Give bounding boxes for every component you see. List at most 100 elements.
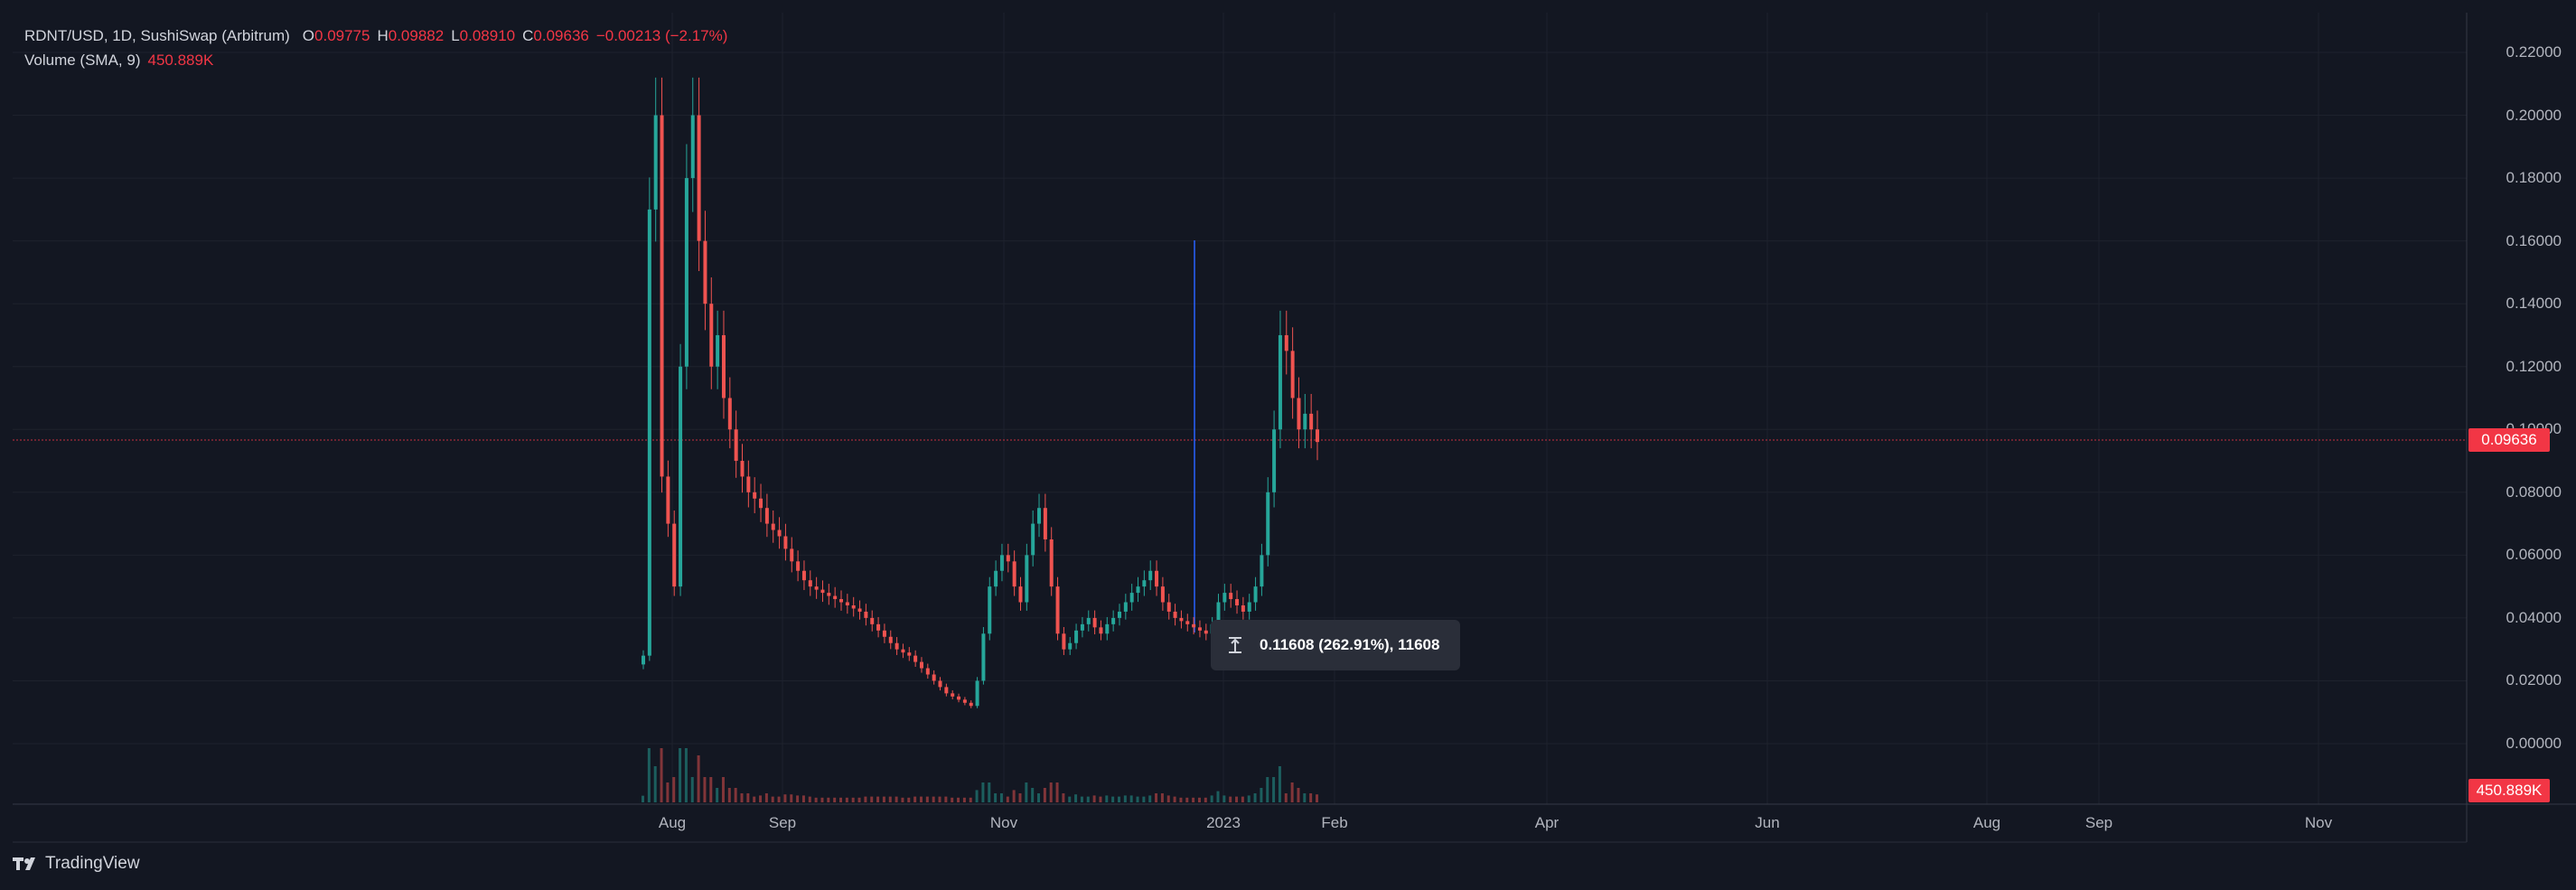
price-tick-label: 0.12000 [2506,357,2562,375]
volume-bar [1142,796,1146,802]
candle-body [709,304,714,367]
measure-icon [1229,637,1241,653]
volume-bar [907,797,911,802]
candle-body [690,115,695,179]
volume-bar [1235,796,1239,802]
candle-body [666,476,670,524]
volume-bar [1247,795,1251,802]
candle-body [962,699,967,703]
candle-body [783,536,788,549]
volume-bar [647,748,651,802]
volume-bar [1092,795,1096,802]
candle-body [790,548,794,562]
candle-body [1303,413,1307,430]
volume-bar [975,790,979,802]
candle-body [919,661,923,669]
high-label: H [377,27,389,44]
candle-body [1086,617,1091,624]
candle-body [753,492,757,499]
volume-bar [913,796,917,802]
volume-bar [969,797,972,802]
candle-body [796,561,801,571]
volume-bar [759,795,763,802]
volume-bar [721,777,725,802]
candle-body [1309,413,1314,430]
candle-body [888,636,893,643]
volume-bar [1272,777,1276,802]
candle-body [1173,611,1177,618]
candle-body [1253,586,1258,603]
candle-body [1105,623,1110,634]
volume-bar [790,794,793,802]
volume-bar [1012,790,1016,802]
volume-bar [839,797,843,802]
volume-bar [1309,793,1313,802]
volume-bar [1316,794,1318,802]
volume-bar [679,748,682,802]
volume-bar [999,793,1003,802]
price-tick-label: 0.16000 [2506,231,2562,249]
volume-bar [1129,795,1133,802]
volume-bar [1185,797,1189,802]
candle-body [851,605,856,609]
volume-bar [660,748,663,802]
volume-bar [684,748,688,802]
candle-body [1043,508,1047,539]
candle-body [647,209,651,656]
close-value: 0.09636 [533,27,589,44]
volume-bar [1148,795,1152,802]
volume-bar [1123,795,1127,802]
candle-body [1179,617,1184,622]
high-value: 0.09882 [388,27,445,44]
volume-bar [1136,796,1139,802]
candle-body [913,655,918,662]
volume-bar [653,766,657,802]
volume-bar [1086,796,1090,802]
volume-indicator-title[interactable]: Volume (SMA, 9) [24,52,141,69]
candle-body [1099,627,1103,634]
candle-body [746,476,751,492]
candle-body [951,693,955,697]
candle-body [1278,334,1282,430]
volume-bar [1303,793,1307,802]
tradingview-branding[interactable]: TradingView [13,854,140,874]
time-tick-label: Feb [1321,814,1348,831]
candle-body [1117,611,1121,618]
measure-tooltip-text: 0.11608 (262.91%), 11608 [1260,636,1440,653]
measure-tooltip: 0.11608 (262.91%), 11608 [1211,620,1460,670]
volume-bar [1204,797,1207,802]
candle-body [1006,555,1010,562]
candle-body [734,429,738,462]
candle-body [1241,605,1245,612]
candle-body [1260,555,1264,587]
time-tick-label: Jun [1755,814,1780,831]
volume-bar [1192,797,1195,802]
candle-body [827,593,831,596]
volume-bar [642,795,644,802]
volume-bar [845,797,848,802]
volume-bar [1025,782,1028,802]
candle-body [1155,570,1159,587]
volume-bar [919,796,923,802]
candle-body [938,680,942,688]
last-price-badge: 0.09636 [2468,428,2550,452]
close-label: C [522,27,534,44]
volume-bar [1210,795,1213,802]
volume-bar [1155,793,1158,802]
volume-bar [746,793,750,802]
volume-bar [814,797,818,802]
volume-bar [951,797,954,802]
candle-body [1068,642,1073,650]
volume-bar [1297,788,1300,802]
volume-bar [1260,788,1263,802]
candle-body [660,115,664,477]
volume-bar [1117,796,1120,802]
symbol-title[interactable]: RDNT/USD, 1D, SushiSwap (Arbitrum) [24,27,290,44]
candle-body [988,586,992,634]
candle-body [1204,630,1208,634]
volume-bar [1253,793,1257,802]
candle-body [1142,580,1147,587]
low-value: 0.08910 [459,27,516,44]
